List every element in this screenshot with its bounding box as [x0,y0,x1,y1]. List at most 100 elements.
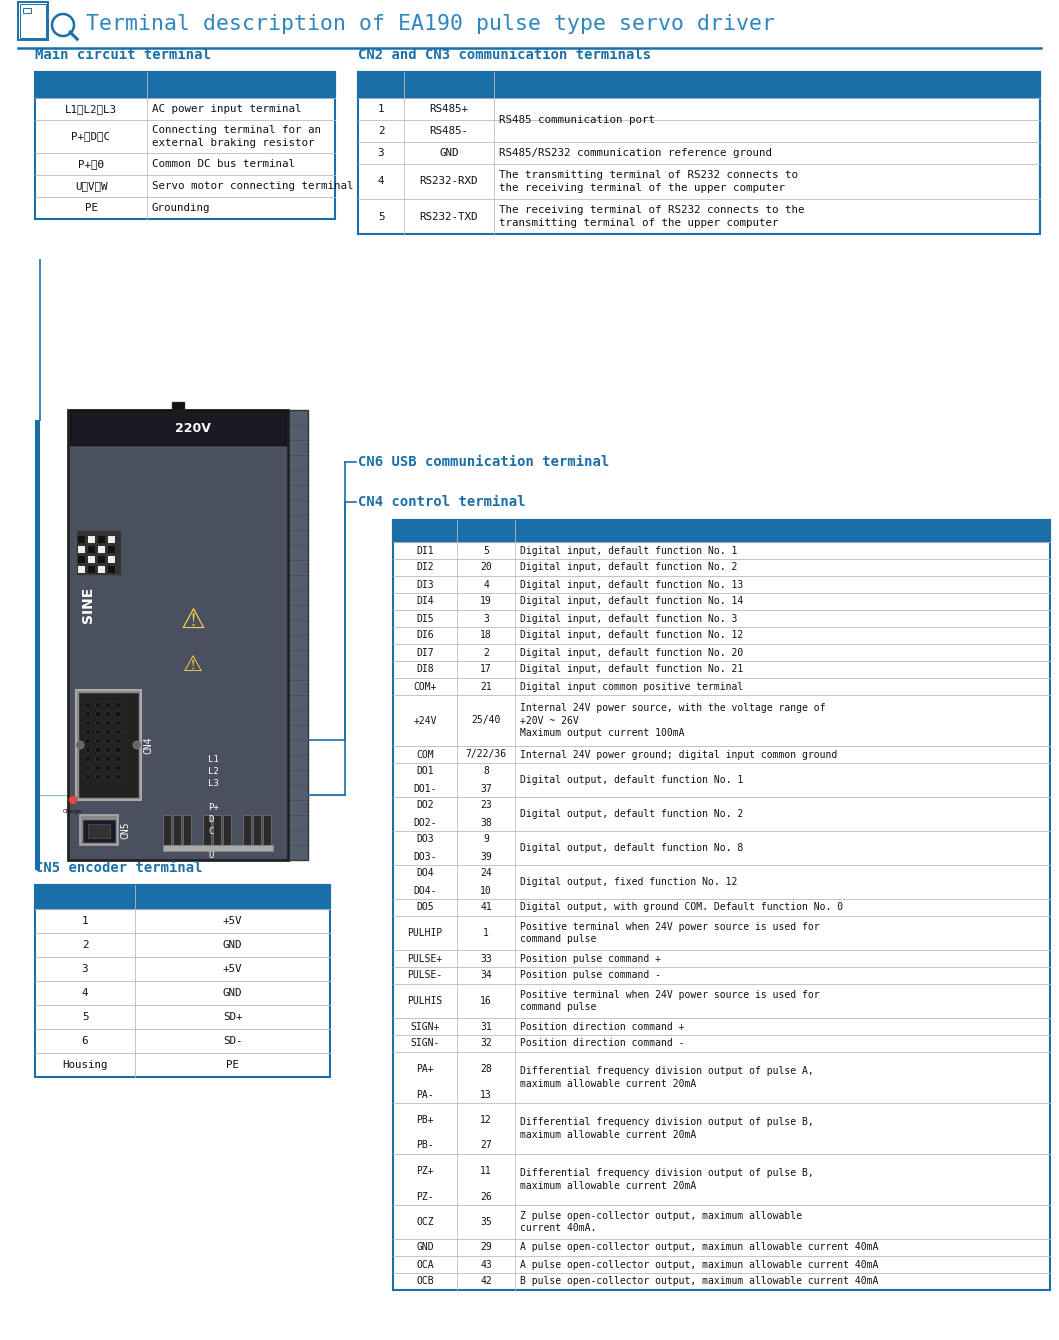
Text: Servo motor connecting terminal: Servo motor connecting terminal [152,181,354,192]
Text: Digital input, default function No. 20: Digital input, default function No. 20 [520,647,743,658]
Text: 9: 9 [483,835,489,844]
Text: 18: 18 [480,631,491,641]
Text: PULSE+: PULSE+ [408,954,443,963]
Text: DO1-: DO1- [413,784,436,793]
Bar [98,565,105,574]
Text: PE: PE [85,202,97,213]
Text: PULSE-: PULSE- [408,970,443,981]
Circle shape [106,765,110,770]
Text: 3: 3 [483,614,489,623]
Circle shape [86,729,90,734]
Text: 21: 21 [480,682,491,691]
Bar [35,419,40,870]
Circle shape [76,741,84,749]
Bar [108,565,115,574]
Text: 3: 3 [82,963,88,974]
Text: 2: 2 [483,647,489,658]
Text: Digital input, default function No. 13: Digital input, default function No. 13 [520,579,743,590]
Text: A pulse open-collector output, maximun allowable current 40mA: A pulse open-collector output, maximun a… [520,1242,878,1253]
Circle shape [86,757,90,761]
Text: PULHIS: PULHIS [408,996,443,1006]
Text: U: U [208,851,213,860]
Text: PZ+: PZ+ [416,1166,434,1177]
Text: CN5 encoder terminal: CN5 encoder terminal [35,862,202,875]
Text: OCA: OCA [416,1260,434,1269]
Text: P+、D、C: P+、D、C [72,131,110,142]
Text: P+、Θ: P+、Θ [78,159,104,169]
Bar [393,520,1051,1290]
Text: DO3: DO3 [416,835,434,844]
Text: 25/40: 25/40 [471,716,501,725]
Bar [68,410,288,860]
Text: DO4-: DO4- [413,886,436,895]
Bar [88,824,110,838]
Circle shape [86,775,90,780]
Text: Position pulse command -: Position pulse command - [520,970,661,981]
Text: 3: 3 [378,147,384,158]
Text: D: D [208,816,213,824]
Text: CN5: CN5 [120,821,130,839]
Text: The transmitting terminal of RS232 connects to
the receiving terminal of the upp: The transmitting terminal of RS232 conne… [499,170,798,193]
Bar [263,815,271,846]
Bar [78,565,85,574]
Circle shape [115,765,121,770]
Text: Digital input, default function No. 21: Digital input, default function No. 21 [520,665,743,674]
Text: Differential frequency division output of pulse B,
maximum allowable current 20m: Differential frequency division output o… [520,1118,813,1140]
Text: 43: 43 [480,1260,491,1269]
Text: 17: 17 [480,665,491,674]
Circle shape [115,712,121,717]
Text: L2: L2 [208,768,219,776]
Text: Position direction command +: Position direction command + [520,1021,684,1032]
Bar [83,820,115,842]
Text: 34: 34 [480,970,491,981]
Text: 220V: 220V [175,422,211,434]
Bar [358,72,1040,234]
Text: COM: COM [416,749,434,760]
Bar [35,72,335,218]
Circle shape [52,13,74,36]
Bar [98,536,105,543]
Text: Terminal description of EA190 pulse type servo driver: Terminal description of EA190 pulse type… [86,13,775,34]
Text: SIGN+: SIGN+ [410,1021,439,1032]
Text: 16: 16 [480,996,491,1006]
Text: Digital input, default function No. 3: Digital input, default function No. 3 [520,614,737,623]
Text: GND: GND [439,147,459,158]
Text: W: W [208,875,213,884]
Text: Internal 24V power ground; digital input common ground: Internal 24V power ground; digital input… [520,749,838,760]
Text: 32: 32 [480,1038,491,1048]
Circle shape [106,775,110,780]
Circle shape [106,702,110,708]
Bar [78,556,85,563]
Bar [35,884,330,909]
Circle shape [86,738,90,744]
Text: Connecting terminal for an
external braking resistor: Connecting terminal for an external brak… [152,126,321,147]
Text: 28: 28 [480,1064,491,1073]
Circle shape [95,712,101,717]
Bar [223,815,231,846]
Text: GND: GND [416,1242,434,1253]
Text: Digital output, default function No. 1: Digital output, default function No. 1 [520,775,743,785]
Text: 38: 38 [480,817,491,828]
Text: COM+: COM+ [413,682,436,691]
Text: 5: 5 [378,212,384,221]
Bar [203,815,211,846]
Text: ⚠: ⚠ [183,655,203,675]
Circle shape [69,796,77,804]
Text: 2: 2 [378,126,384,135]
Text: 4: 4 [483,579,489,590]
Bar [183,815,191,846]
Text: 12: 12 [480,1115,491,1126]
Text: Digital input, default function No. 2: Digital input, default function No. 2 [520,563,737,572]
Text: 11: 11 [480,1166,491,1177]
Text: PA-: PA- [416,1089,434,1100]
Text: CN4 control terminal: CN4 control terminal [358,494,525,509]
Text: DO2-: DO2- [413,817,436,828]
Text: 10: 10 [480,886,491,895]
Circle shape [115,729,121,734]
Bar [108,536,115,543]
Circle shape [95,738,101,744]
Text: V: V [208,863,213,872]
Circle shape [86,765,90,770]
Circle shape [115,738,121,744]
Text: RS232-RXD: RS232-RXD [419,177,479,186]
